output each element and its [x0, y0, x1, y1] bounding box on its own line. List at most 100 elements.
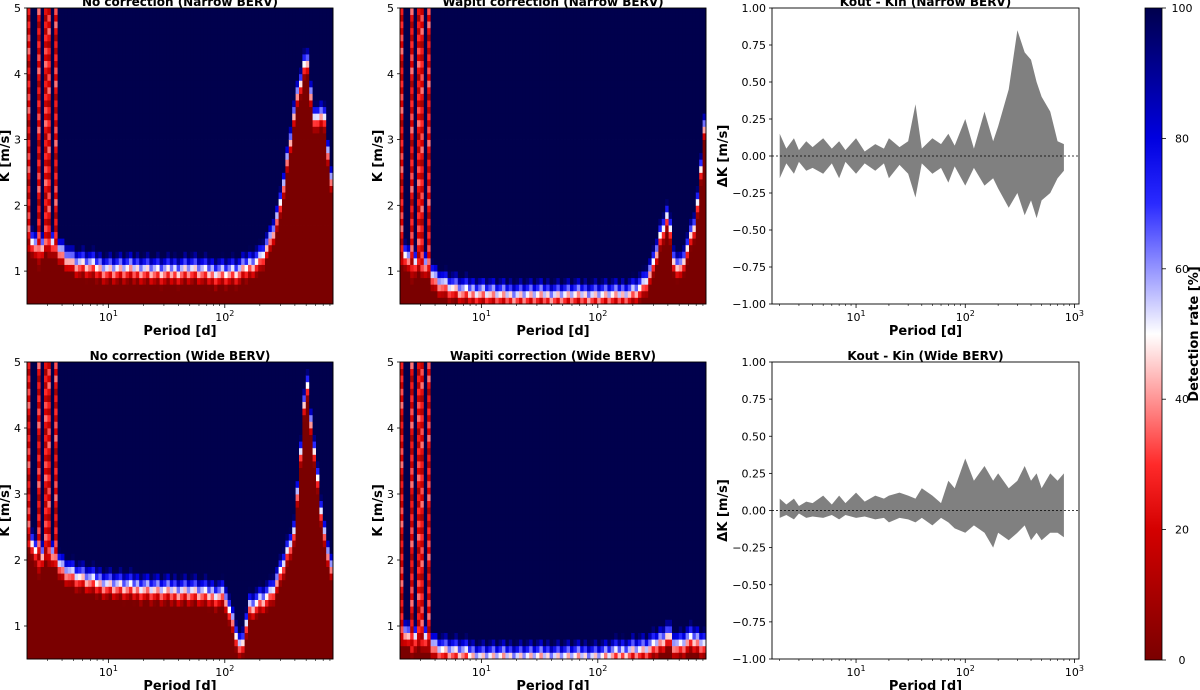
heatmap-cell [135, 257, 140, 265]
heatmap-cell [278, 218, 283, 226]
heatmap-cell [420, 218, 425, 226]
heatmap-cell [220, 277, 225, 285]
heatmap-cell [146, 264, 150, 272]
heatmap-cell [295, 205, 300, 213]
heatmap-cell [132, 284, 137, 292]
heatmap-cell [309, 172, 313, 180]
heatmap-cell [30, 185, 35, 193]
heatmap-cell [33, 159, 38, 167]
heatmap-cell [88, 67, 92, 75]
heatmap-cell [112, 277, 116, 285]
heatmap-cell [57, 40, 62, 48]
heatmap-cell [248, 225, 252, 233]
heatmap-cell [430, 159, 435, 167]
heatmap-cell [61, 198, 65, 206]
heatmap-cell [268, 100, 273, 108]
heatmap-cell [27, 34, 31, 42]
heatmap-cell [57, 198, 62, 206]
heatmap-cell [214, 231, 218, 239]
heatmap-cell [434, 284, 438, 292]
heatmap-cell [57, 238, 62, 246]
heatmap-cell [403, 73, 408, 81]
heatmap-cell [248, 257, 252, 265]
heatmap-cell [420, 231, 425, 239]
heatmap-cell [132, 257, 137, 265]
heatmap-cell [166, 21, 171, 29]
heatmap-cell [234, 47, 239, 55]
heatmap-cell [47, 139, 52, 147]
heatmap-cell [183, 152, 188, 160]
heatmap-cell [295, 40, 300, 48]
heatmap-cell [149, 132, 154, 140]
heatmap-cell [176, 231, 181, 239]
heatmap-cell [159, 211, 164, 219]
heatmap-cell [410, 93, 414, 101]
heatmap-cell [423, 179, 428, 186]
heatmap-cell [403, 257, 408, 265]
heatmap-cell [234, 297, 239, 305]
heatmap-cell [430, 119, 435, 127]
heatmap-cell [278, 60, 283, 68]
heatmap-cell [61, 132, 65, 140]
heatmap-cell [437, 277, 442, 285]
heatmap-cell [322, 165, 327, 173]
heatmap-cell [282, 251, 286, 259]
heatmap-cell [146, 231, 150, 239]
heatmap-cell [440, 159, 445, 167]
heatmap-cell [64, 40, 69, 48]
heatmap-cell [146, 86, 150, 94]
heatmap-cell [319, 205, 324, 213]
heatmap-cell [108, 67, 113, 75]
heatmap-cell [309, 139, 313, 147]
heatmap-cell [224, 8, 228, 15]
heatmap-cell [98, 231, 103, 239]
heatmap-cell [420, 21, 425, 29]
heatmap-cell [406, 67, 411, 75]
heatmap-cell [248, 132, 252, 140]
heatmap-cell [129, 284, 133, 292]
heatmap-cell [203, 218, 208, 226]
heatmap-cell [244, 60, 249, 68]
heatmap-cell [84, 231, 89, 239]
heatmap-cell [125, 152, 130, 160]
heatmap-cell [183, 231, 188, 239]
heatmap-cell [261, 80, 266, 88]
heatmap-cell [169, 126, 174, 134]
heatmap-cell [423, 198, 428, 206]
heatmap-cell [237, 34, 242, 42]
heatmap-cell [244, 198, 249, 206]
heatmap-cell [47, 14, 52, 22]
heatmap-cell [234, 106, 239, 114]
heatmap-cell [71, 257, 75, 265]
heatmap-cell [197, 231, 201, 239]
heatmap-cell [423, 211, 428, 219]
heatmap-cell [78, 73, 82, 81]
heatmap-cell [74, 264, 79, 272]
heatmap-cell [417, 60, 421, 68]
heatmap-cell [210, 47, 215, 55]
heatmap-cell [220, 60, 225, 68]
heatmap-cell [47, 34, 52, 42]
heatmap-cell [427, 284, 431, 292]
heatmap-cell [98, 257, 103, 265]
heatmap-cell [295, 159, 300, 167]
heatmap-cell [197, 8, 201, 15]
heatmap-cell [417, 93, 421, 101]
heatmap-cell [98, 14, 103, 22]
heatmap-cell [108, 54, 113, 62]
heatmap-cell [207, 198, 211, 206]
heatmap-cell [410, 205, 414, 213]
heatmap-cell [190, 34, 194, 42]
heatmap-cell [190, 198, 194, 206]
heatmap-cell [57, 185, 62, 193]
heatmap-cell [159, 205, 164, 213]
heatmap-cell [112, 172, 116, 180]
heatmap-cell [37, 106, 41, 114]
heatmap-cell [231, 205, 235, 213]
heatmap-cell [200, 34, 205, 42]
heatmap-cell [237, 251, 242, 259]
heatmap-cell [322, 290, 327, 298]
heatmap-cell [265, 185, 269, 193]
heatmap-cell [237, 179, 242, 186]
heatmap-cell [200, 198, 205, 206]
